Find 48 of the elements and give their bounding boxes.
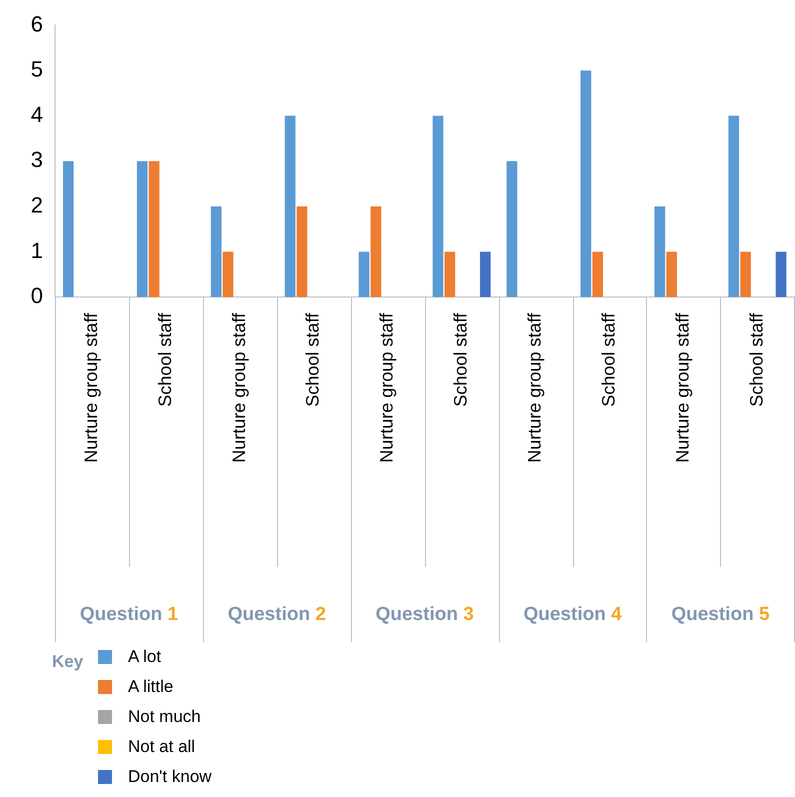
x-tick-label: Nurture group staff xyxy=(80,312,101,463)
bar xyxy=(432,116,444,297)
x-tick-label: Nurture group staff xyxy=(524,312,545,463)
bar xyxy=(654,206,666,297)
legend-label: A lot xyxy=(128,647,162,667)
x-tick-label: School staff xyxy=(450,312,471,407)
y-tick-label: 2 xyxy=(30,192,43,218)
x-tick-label: Nurture group staff xyxy=(376,312,397,463)
bar xyxy=(370,206,382,297)
bar xyxy=(506,161,518,297)
bar xyxy=(296,206,308,297)
y-tick-label: 6 xyxy=(30,11,43,36)
bar xyxy=(740,252,751,297)
legend-label: Not at all xyxy=(128,737,196,757)
bar xyxy=(580,70,592,297)
text: Question 5 xyxy=(671,604,770,626)
x-tick-label: Nurture group staff xyxy=(228,312,249,463)
bar xyxy=(210,206,222,297)
x-tick-label: School staff xyxy=(154,312,175,407)
bar xyxy=(284,116,296,297)
bar xyxy=(444,252,456,297)
x-tick-label: School staff xyxy=(302,312,323,407)
legend-title: Key xyxy=(52,652,84,673)
bar xyxy=(776,252,786,297)
bar xyxy=(666,252,677,297)
bar xyxy=(592,252,604,297)
bar xyxy=(136,161,148,297)
x-tick-label: School staff xyxy=(598,312,618,407)
x-tick-label: Nurture group staff xyxy=(672,312,692,463)
text: Question 1 xyxy=(80,604,178,626)
bar xyxy=(728,116,740,297)
y-tick-label: 1 xyxy=(30,238,43,263)
legend-label: A little xyxy=(128,677,174,697)
text: Question 4 xyxy=(523,604,622,626)
bar xyxy=(480,252,491,297)
text: Question 2 xyxy=(228,604,326,626)
legend-label: Don't know xyxy=(128,767,212,787)
y-tick-label: 4 xyxy=(30,102,43,127)
bar xyxy=(222,252,234,297)
text: Question 3 xyxy=(376,604,474,626)
y-tick-label: 5 xyxy=(30,56,43,82)
x-tick-label: School staff xyxy=(746,312,766,407)
bar xyxy=(148,161,160,297)
y-tick-label: 0 xyxy=(30,283,43,308)
bar xyxy=(358,252,370,297)
bar xyxy=(62,161,74,297)
legend-label: Not much xyxy=(128,707,201,727)
y-tick-label: 3 xyxy=(30,147,43,172)
